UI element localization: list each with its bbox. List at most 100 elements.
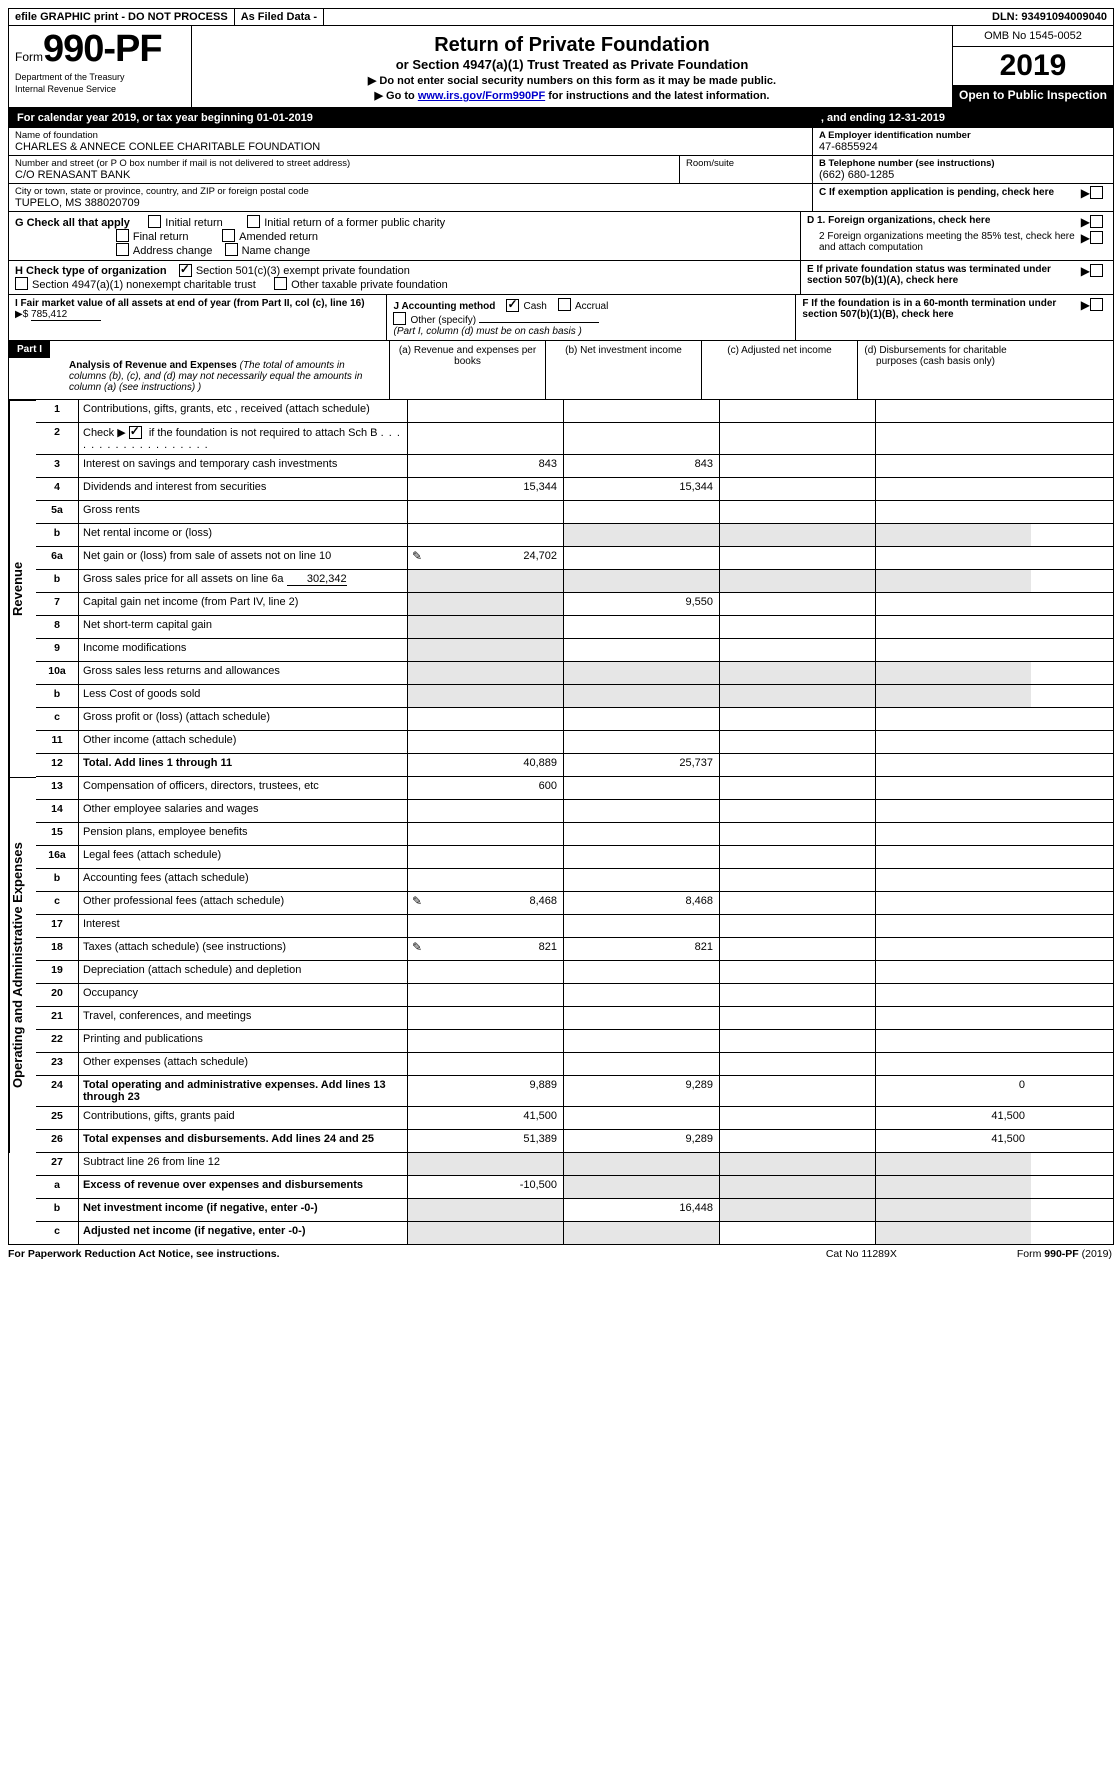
cell — [720, 869, 876, 891]
line-description: Net investment income (if negative, ente… — [79, 1199, 408, 1221]
line-number: 15 — [36, 823, 79, 845]
f-checkbox[interactable] — [1090, 298, 1103, 311]
schb-checkbox[interactable] — [129, 426, 142, 439]
table-row: bGross sales price for all assets on lin… — [36, 570, 1113, 593]
cell — [408, 800, 564, 822]
cell — [564, 662, 720, 684]
attachment-icon[interactable]: ✎ — [412, 894, 422, 908]
line-number: 11 — [36, 731, 79, 753]
cell: 600 — [408, 777, 564, 799]
d1-label: D 1. Foreign organizations, check here — [807, 215, 990, 226]
cell — [564, 524, 720, 546]
d1-checkbox[interactable] — [1090, 215, 1103, 228]
ein-label: A Employer identification number — [819, 130, 971, 141]
goto-pre: ▶ Go to — [375, 90, 418, 102]
cell — [408, 501, 564, 523]
attachment-icon[interactable]: ✎ — [412, 940, 422, 954]
attachment-icon[interactable]: ✎ — [412, 549, 422, 563]
cell — [720, 1130, 876, 1152]
line-number: b — [36, 685, 79, 707]
line-number: 3 — [36, 455, 79, 477]
cell: 15,344 — [408, 478, 564, 500]
cell — [564, 915, 720, 937]
j-other-checkbox[interactable] — [393, 312, 406, 325]
g-final-checkbox[interactable] — [116, 229, 129, 242]
cell — [876, 800, 1031, 822]
cell — [564, 869, 720, 891]
cell — [876, 915, 1031, 937]
foundation-name-label: Name of foundation — [15, 130, 806, 141]
cell — [564, 708, 720, 730]
line-number: 6a — [36, 547, 79, 569]
form-title-block: Return of Private Foundation or Section … — [192, 26, 952, 107]
section-ijf-row: I Fair market value of all assets at end… — [9, 295, 1113, 341]
cell — [408, 1222, 564, 1244]
col-b-header: (b) Net investment income — [546, 341, 702, 399]
line-number: 1 — [36, 400, 79, 422]
cell — [564, 800, 720, 822]
g-address: Address change — [133, 245, 213, 257]
cell — [408, 731, 564, 753]
line-number: b — [36, 869, 79, 891]
table-row: 4Dividends and interest from securities1… — [36, 478, 1113, 501]
cell — [564, 400, 720, 422]
cell: 40,889 — [408, 754, 564, 776]
irs-link[interactable]: www.irs.gov/Form990PF — [418, 90, 545, 102]
exemption-checkbox[interactable] — [1090, 186, 1103, 199]
h-501c3-checkbox[interactable] — [179, 264, 192, 277]
table-row: 17Interest — [36, 915, 1113, 938]
g-initial-former-checkbox[interactable] — [247, 215, 260, 228]
omb-number: OMB No 1545-0052 — [953, 26, 1113, 47]
cell — [408, 593, 564, 615]
j-cash-checkbox[interactable] — [506, 299, 519, 312]
cell — [720, 478, 876, 500]
revenue-side-label: Revenue — [9, 400, 36, 777]
g-address-checkbox[interactable] — [116, 243, 129, 256]
dept-irs: Internal Revenue Service — [15, 85, 185, 95]
cell — [408, 984, 564, 1006]
cell — [720, 1030, 876, 1052]
page-footer: For Paperwork Reduction Act Notice, see … — [8, 1245, 1112, 1260]
cell — [564, 685, 720, 707]
cell — [876, 1176, 1031, 1198]
form-subtitle: or Section 4947(a)(1) Trust Treated as P… — [200, 57, 944, 72]
g-initial-checkbox[interactable] — [148, 215, 161, 228]
foundation-name: CHARLES & ANNECE CONLEE CHARITABLE FOUND… — [15, 141, 806, 153]
form-prefix: Form — [15, 50, 43, 64]
line-description: Depreciation (attach schedule) and deple… — [79, 961, 408, 983]
col-a-header: (a) Revenue and expenses per books — [390, 341, 546, 399]
cell — [720, 639, 876, 661]
h-4947-checkbox[interactable] — [15, 277, 28, 290]
line-number: a — [36, 1176, 79, 1198]
cell — [876, 846, 1031, 868]
cell: 843 — [564, 455, 720, 477]
table-row: 15Pension plans, employee benefits — [36, 823, 1113, 846]
line-description: Other employee salaries and wages — [79, 800, 408, 822]
cell — [876, 501, 1031, 523]
line-number: 16a — [36, 846, 79, 868]
h-label: H Check type of organization — [15, 265, 167, 277]
e-checkbox[interactable] — [1090, 264, 1103, 277]
h-other-checkbox[interactable] — [274, 277, 287, 290]
cell — [408, 685, 564, 707]
cell — [564, 639, 720, 661]
j-label: J Accounting method — [393, 301, 495, 312]
line-number: 19 — [36, 961, 79, 983]
footer-form: Form 990-PF (2019) — [1017, 1248, 1112, 1260]
g-amended-checkbox[interactable] — [222, 229, 235, 242]
j-accrual-checkbox[interactable] — [558, 298, 571, 311]
cell — [564, 1153, 720, 1175]
cell — [564, 961, 720, 983]
g-name-checkbox[interactable] — [225, 243, 238, 256]
cell — [876, 547, 1031, 569]
d2-checkbox[interactable] — [1090, 231, 1103, 244]
line-number: b — [36, 524, 79, 546]
cell — [876, 524, 1031, 546]
table-row: 27Subtract line 26 from line 12 — [36, 1153, 1113, 1176]
expenses-side-label: Operating and Administrative Expenses — [9, 777, 36, 1153]
line-description: Interest — [79, 915, 408, 937]
cell — [876, 400, 1031, 422]
g-initial-former: Initial return of a former public charit… — [264, 217, 445, 229]
cell — [564, 1030, 720, 1052]
table-row: bAccounting fees (attach schedule) — [36, 869, 1113, 892]
